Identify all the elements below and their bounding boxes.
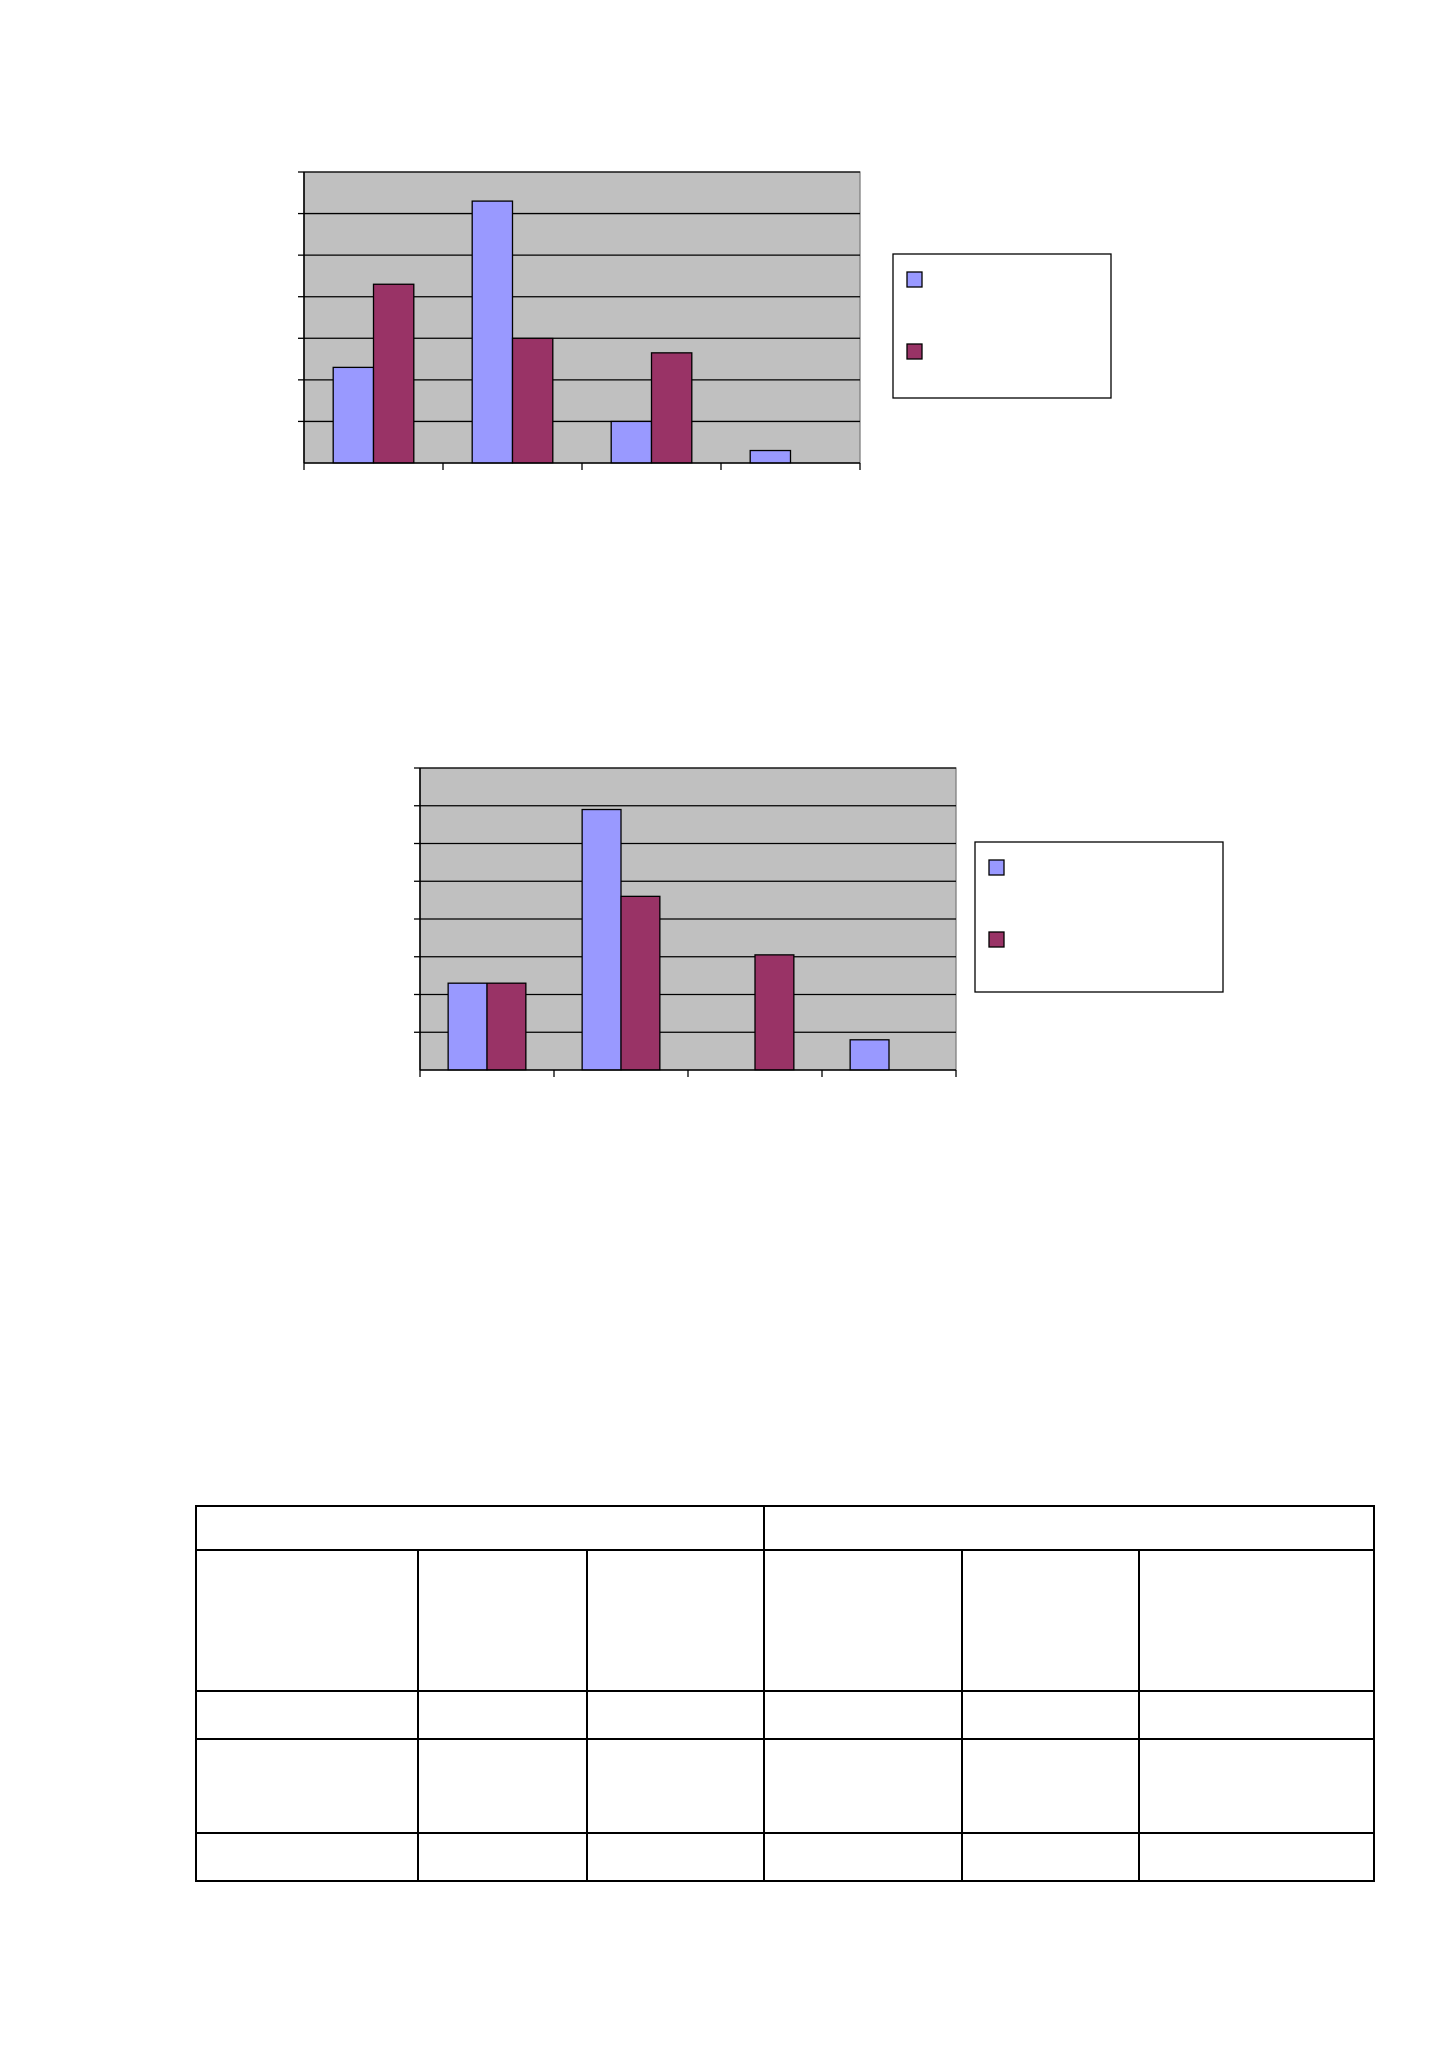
legend: [974, 841, 1224, 993]
legend-swatch-1: [906, 271, 923, 288]
table-row: [195, 1832, 1376, 1882]
table-cell: [1138, 1690, 1376, 1740]
table-cell: [195, 1832, 419, 1882]
table-cell: [585, 1690, 766, 1740]
table-cell: [961, 1832, 1141, 1882]
table-cell: [195, 1690, 419, 1740]
table-cell: [585, 1738, 766, 1834]
table-cell: [763, 1549, 964, 1692]
table-header-group-row: [194, 1505, 1376, 1551]
table-cell: [763, 1690, 964, 1740]
table-header-group-right: [763, 1505, 1376, 1551]
table-header-group-left: [194, 1505, 766, 1551]
bar-series-1: [581, 808, 622, 1071]
table-row: [195, 1738, 1376, 1834]
table-cell: [961, 1738, 1141, 1834]
bar-series-2: [754, 954, 795, 1071]
bar-series-2: [372, 283, 415, 464]
bar-series-1: [471, 200, 514, 464]
table-cell: [1138, 1832, 1376, 1882]
table-cell: [1138, 1549, 1376, 1692]
table-cell: [417, 1738, 588, 1834]
table-row: [195, 1690, 1376, 1740]
bar-series-1: [447, 982, 488, 1071]
bar-chart-2: [414, 767, 1224, 1077]
bar-series-2: [486, 982, 527, 1071]
table-cell: [763, 1738, 964, 1834]
data-table: [194, 1505, 1376, 1882]
bar-series-2: [511, 337, 554, 464]
bar-series-1: [849, 1039, 890, 1071]
table-cell: [1138, 1738, 1376, 1834]
table-cell: [585, 1832, 766, 1882]
bar-series-1: [610, 420, 653, 464]
table-cell: [195, 1549, 419, 1692]
legend-swatch-2: [988, 931, 1005, 948]
bar-series-1: [332, 366, 375, 464]
table-cell: [417, 1549, 588, 1692]
bar-chart-1: [298, 171, 1112, 470]
table-cell: [763, 1832, 964, 1882]
bar-series-2: [650, 352, 693, 464]
table-cell: [195, 1738, 419, 1834]
bar-series-1: [749, 449, 792, 464]
bar-series-2: [620, 895, 661, 1071]
legend: [892, 253, 1112, 399]
table-row: [195, 1549, 1376, 1692]
table-cell: [585, 1549, 766, 1692]
table-cell: [961, 1549, 1141, 1692]
legend-swatch-1: [988, 859, 1005, 876]
legend-swatch-2: [906, 343, 923, 360]
table-cell: [417, 1690, 588, 1740]
table-cell: [961, 1690, 1141, 1740]
table-cell: [417, 1832, 588, 1882]
